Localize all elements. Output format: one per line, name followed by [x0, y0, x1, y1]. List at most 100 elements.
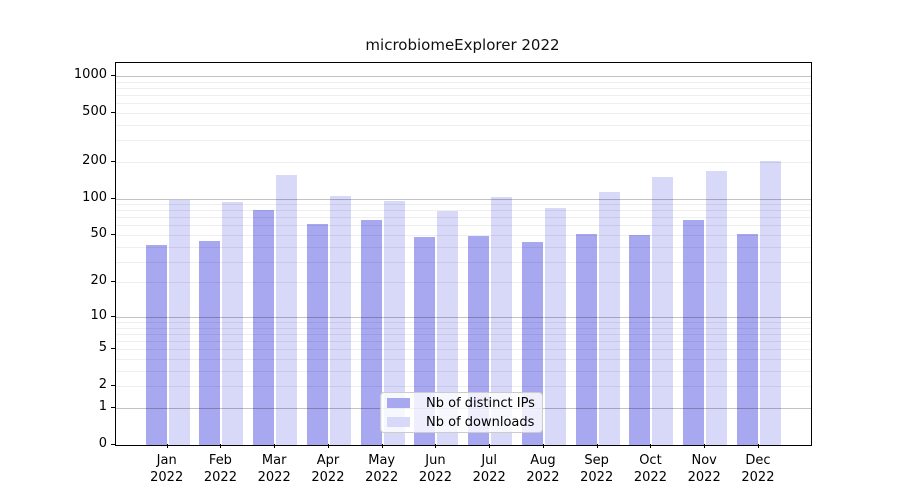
- minor-gridline: [116, 124, 811, 126]
- bar-distinct-ips: [629, 235, 651, 445]
- minor-gridline: [116, 225, 811, 227]
- y-tick-label: 10: [90, 307, 107, 323]
- x-tick: [435, 444, 437, 448]
- x-tick: [489, 444, 491, 448]
- x-tick-label: Mar 2022: [257, 453, 291, 485]
- x-tick-label: Oct 2022: [633, 453, 667, 485]
- y-tick: [111, 197, 115, 199]
- x-tick-label: Sep 2022: [580, 453, 614, 485]
- bar-distinct-ips: [253, 209, 275, 445]
- minor-gridline: [116, 87, 811, 89]
- y-tick: [111, 315, 115, 317]
- minor-gridline: [116, 386, 811, 388]
- distinct-ips-swatch-icon: [387, 398, 410, 408]
- x-tick: [327, 444, 329, 448]
- bar-downloads: [491, 197, 513, 445]
- x-tick: [274, 444, 276, 448]
- minor-gridline: [116, 349, 811, 351]
- minor-gridline: [116, 359, 811, 361]
- minor-gridline: [116, 161, 811, 163]
- x-tick-label: Nov 2022: [687, 453, 721, 485]
- legend-label: Nb of downloads: [426, 414, 535, 430]
- x-tick: [757, 444, 759, 448]
- bar-downloads: [383, 201, 405, 445]
- y-tick-label: 1: [98, 398, 107, 414]
- y-tick: [111, 160, 115, 162]
- minor-gridline: [116, 333, 811, 335]
- y-tick-label: 50: [90, 226, 107, 241]
- x-tick-label: May 2022: [365, 453, 399, 485]
- y-tick: [111, 348, 115, 350]
- minor-gridline: [116, 112, 811, 114]
- y-tick: [111, 385, 115, 387]
- bar-downloads: [544, 208, 566, 445]
- bar-distinct-ips: [145, 245, 167, 445]
- minor-gridline: [116, 81, 811, 83]
- y-tick: [111, 406, 115, 408]
- minor-gridline: [116, 204, 811, 206]
- bar-distinct-ips: [360, 219, 382, 445]
- bar-downloads: [276, 175, 298, 445]
- y-tick: [111, 111, 115, 113]
- y-tick-label: 200: [82, 152, 107, 168]
- bar-distinct-ips: [306, 223, 328, 445]
- minor-gridline: [116, 341, 811, 343]
- y-tick-label: 20: [90, 273, 107, 289]
- minor-gridline: [116, 370, 811, 372]
- x-tick-label: Feb 2022: [203, 453, 237, 485]
- bar-distinct-ips: [683, 219, 705, 445]
- plot-area: [115, 62, 812, 446]
- y-tick-label: 100: [82, 189, 107, 205]
- x-tick: [166, 444, 168, 448]
- x-tick: [650, 444, 652, 448]
- major-gridline: [116, 316, 811, 318]
- x-tick: [220, 444, 222, 448]
- y-tick-label: 1000: [73, 67, 107, 82]
- minor-gridline: [116, 261, 811, 263]
- x-tick: [381, 444, 383, 448]
- bar-downloads: [652, 177, 674, 445]
- x-tick: [596, 444, 598, 448]
- x-tick-label: Apr 2022: [311, 453, 345, 485]
- minor-gridline: [116, 217, 811, 219]
- bar-downloads: [168, 200, 190, 445]
- y-tick-label: 500: [82, 103, 107, 119]
- legend: Nb of distinct IPs Nb of downloads: [380, 392, 543, 433]
- minor-gridline: [116, 235, 811, 236]
- bar-downloads: [706, 171, 728, 445]
- x-tick-label: Jul 2022: [472, 453, 506, 485]
- x-tick-label: Jun 2022: [418, 453, 452, 485]
- minor-gridline: [116, 282, 811, 284]
- y-tick-label: 5: [98, 340, 107, 356]
- major-gridline: [116, 198, 811, 200]
- minor-gridline: [116, 246, 811, 248]
- x-tick: [542, 444, 544, 448]
- x-tick: [704, 444, 706, 448]
- downloads-swatch-icon: [387, 417, 410, 427]
- minor-gridline: [116, 327, 811, 329]
- x-tick-label: Jan 2022: [150, 453, 184, 485]
- y-tick: [111, 234, 115, 235]
- bar-downloads: [598, 192, 620, 445]
- bar-downloads: [222, 202, 244, 445]
- bar-downloads: [329, 195, 351, 445]
- y-tick: [111, 75, 115, 76]
- legend-label: Nb of distinct IPs: [426, 395, 535, 411]
- legend-item-downloads: Nb of downloads: [387, 414, 535, 430]
- minor-gridline: [116, 103, 811, 105]
- bar-downloads: [437, 210, 459, 445]
- bar-downloads: [759, 161, 781, 445]
- bar-distinct-ips: [199, 240, 221, 445]
- y-tick-label: 0: [98, 436, 107, 451]
- minor-gridline: [116, 210, 811, 212]
- chart-title: microbiomeExplorer 2022: [365, 36, 560, 54]
- x-tick-label: Dec 2022: [741, 453, 775, 485]
- legend-item-distinct-ips: Nb of distinct IPs: [387, 395, 535, 411]
- minor-gridline: [116, 140, 811, 142]
- bar-distinct-ips: [575, 233, 597, 445]
- y-tick: [111, 281, 115, 283]
- y-tick: [111, 444, 115, 445]
- major-gridline: [116, 76, 811, 77]
- minor-gridline: [116, 95, 811, 97]
